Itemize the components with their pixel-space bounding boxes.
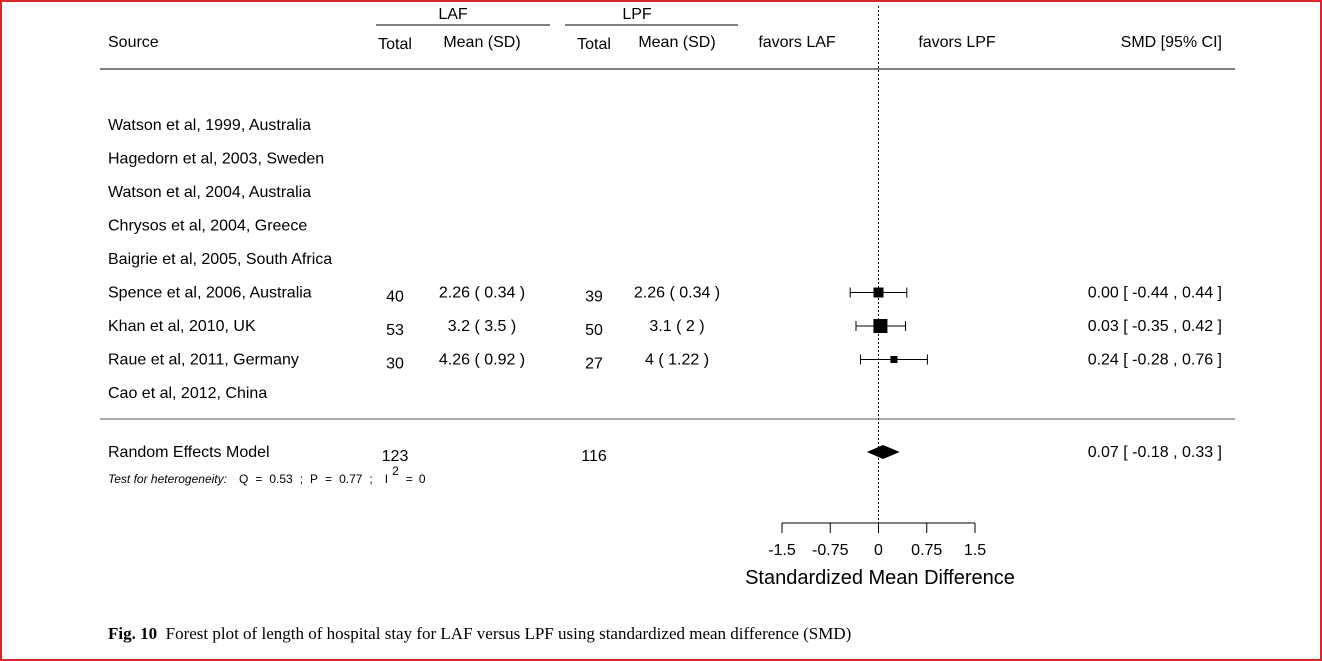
study-n1: 53 [386,322,404,339]
group2-header: LPF [622,6,652,23]
group1-total-header: Total [378,36,412,53]
group1-header: LAF [438,6,468,23]
heterogeneity-i2: 0 [419,472,426,486]
x-tick-label: 0 [874,542,883,559]
caption-text: Forest plot of length of hospital stay f… [165,624,852,643]
x-ticks: -1.5 -0.75 0 0.75 1.5 [768,523,986,559]
study-row: Baigrie et al, 2005, South Africa [108,251,332,268]
study-mean-sd1: 4.26 ( 0.92 ) [439,352,525,369]
forest-plot: LAF LPF Source Total Mean (SD) Total Mea… [100,6,1235,589]
study-source: Baigrie et al, 2005, South Africa [108,251,332,268]
x-tick-label: 0.75 [911,542,942,559]
x-tick-label: -0.75 [812,542,849,559]
study-ci: 0.03 [ -0.35 , 0.42 ] [1088,318,1222,335]
heterogeneity-text: Test for heterogeneity: Q = 0.53 ; P = 0… [108,462,426,487]
study-source: Cao et al, 2012, China [108,385,267,402]
caption-label: Fig. 10 [108,624,158,643]
study-source: Watson et al, 1999, Australia [108,117,311,134]
heterogeneity-i2-label: I [385,472,388,486]
effect-header: SMD [95% CI] [1121,34,1222,51]
study-row: Spence et al, 2006, Australia 40 2.26 ( 0.… [108,285,1222,306]
group2-mean-header: Mean (SD) [638,34,715,51]
x-tick-label: 1.5 [964,542,986,559]
study-source: Hagedorn et al, 2003, Sweden [108,151,324,168]
favors-left-label: favors LAF [758,34,836,51]
effect-square [873,287,884,298]
study-n2: 39 [585,289,603,306]
x-tick-label: -1.5 [768,542,796,559]
study-rows: Watson et al, 1999, Australia Hagedorn et… [108,117,1222,402]
study-source: Khan et al, 2010, UK [108,318,256,335]
heterogeneity-q: 0.53 [269,472,293,486]
header: LAF LPF Source Total Mean (SD) Total Mea… [100,6,1235,70]
heterogeneity-i2-sup: 2 [392,464,399,478]
study-ci: 0.24 [ -0.28 , 0.76 ] [1088,352,1222,369]
study-mean-sd1: 3.2 ( 3.5 ) [448,318,516,335]
summary-row: Random Effects Model 123 116 0.07 [ -0.1… [108,444,1222,465]
study-row: Chrysos et al, 2004, Greece [108,218,307,235]
study-row: Cao et al, 2012, China [108,385,267,402]
study-n2: 50 [585,322,603,339]
study-row: Watson et al, 1999, Australia [108,117,311,134]
study-source: Watson et al, 2004, Australia [108,184,311,201]
heterogeneity-label: Test for heterogeneity: [108,472,227,486]
study-ci: 0.00 [ -0.44 , 0.44 ] [1088,285,1222,302]
group1-mean-header: Mean (SD) [443,34,520,51]
effect-square [873,319,888,333]
source-header: Source [108,34,159,51]
study-mean-sd2: 4 ( 1.22 ) [645,352,709,369]
study-n1: 40 [386,289,404,306]
study-row: Raue et al, 2011, Germany 30 4.26 ( 0.92 )… [108,352,1222,373]
heterogeneity-q-label: Q [239,472,248,486]
group2-total-header: Total [577,36,611,53]
study-row: Watson et al, 2004, Australia [108,184,311,201]
heterogeneity-p-label: P [310,472,318,486]
summary-n2: 116 [581,448,607,465]
summary-label: Random Effects Model [108,444,270,461]
study-source: Spence et al, 2006, Australia [108,285,312,302]
study-row: Khan et al, 2010, UK 53 3.2 ( 3.5 ) 50 3.1 (… [108,318,1222,339]
study-n2: 27 [585,356,603,373]
summary-ci: 0.07 [ -0.18 , 0.33 ] [1088,444,1222,461]
study-mean-sd2: 3.1 ( 2 ) [649,318,704,335]
x-axis-title: Standardized Mean Difference [745,567,1015,589]
study-n1: 30 [386,356,404,373]
favors-right-label: favors LPF [918,34,996,51]
effect-square [890,356,898,363]
study-row: Hagedorn et al, 2003, Sweden [108,151,324,168]
study-source: Chrysos et al, 2004, Greece [108,218,307,235]
study-mean-sd1: 2.26 ( 0.34 ) [439,285,525,302]
study-source: Raue et al, 2011, Germany [108,352,299,369]
study-mean-sd2: 2.26 ( 0.34 ) [634,285,720,302]
summary-n1: 123 [382,448,409,465]
x-axis: -1.5 -0.75 0 0.75 1.5 Standardized Mean Diff… [745,522,1015,589]
summary-diamond [866,445,900,459]
figure-caption: Fig. 10 Forest plot of length of hospita… [108,624,851,644]
heterogeneity-p: 0.77 [339,472,363,486]
